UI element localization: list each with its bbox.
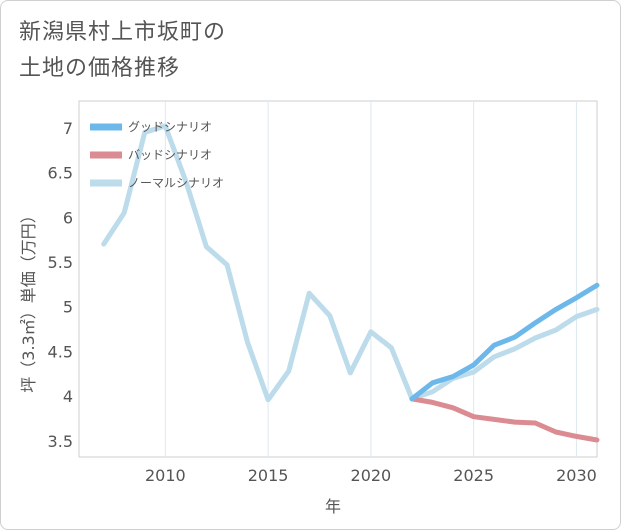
legend-label: バッドシナリオ xyxy=(128,148,212,162)
legend-label: ノーマルシナリオ xyxy=(128,176,224,190)
legend-label: グッドシナリオ xyxy=(128,120,212,134)
series-line-2 xyxy=(101,123,600,403)
chart-title: 新潟県村上市坂町の 土地の価格推移 xyxy=(19,15,439,87)
x-tick-label: 2020 xyxy=(351,466,392,485)
x-tick-label: 2015 xyxy=(248,466,289,485)
chart-title-line-2: 土地の価格推移 xyxy=(19,56,181,81)
x-tick-label: 2025 xyxy=(453,466,494,485)
y-tick-label: 6 xyxy=(63,208,73,227)
y-tick-label: 5 xyxy=(63,298,73,317)
series-line-0 xyxy=(409,282,600,402)
x-axis-label: 年 xyxy=(325,497,341,516)
chart-title-line-1: 新潟県村上市坂町の xyxy=(19,20,227,45)
y-tick-label: 5.5 xyxy=(48,253,73,272)
y-tick-label: 4.5 xyxy=(48,342,73,361)
y-tick-label: 7 xyxy=(63,119,73,138)
y-tick-label: 4 xyxy=(63,387,73,406)
y-tick-label: 3.5 xyxy=(48,432,73,451)
y-tick-label: 6.5 xyxy=(48,164,73,183)
y-axis-tick-labels: 3.5 4 4.5 5 5.5 6 6.5 7 xyxy=(48,119,73,451)
x-tick-label: 2030 xyxy=(556,466,597,485)
y-axis-label: 坪（3.3㎡）単価（万円） xyxy=(19,207,38,392)
x-tick-label: 2010 xyxy=(145,466,186,485)
x-axis-tick-labels: 2010 2015 2020 2025 2030 xyxy=(145,466,597,485)
series-lines xyxy=(101,123,600,443)
series-line-1 xyxy=(409,396,600,443)
